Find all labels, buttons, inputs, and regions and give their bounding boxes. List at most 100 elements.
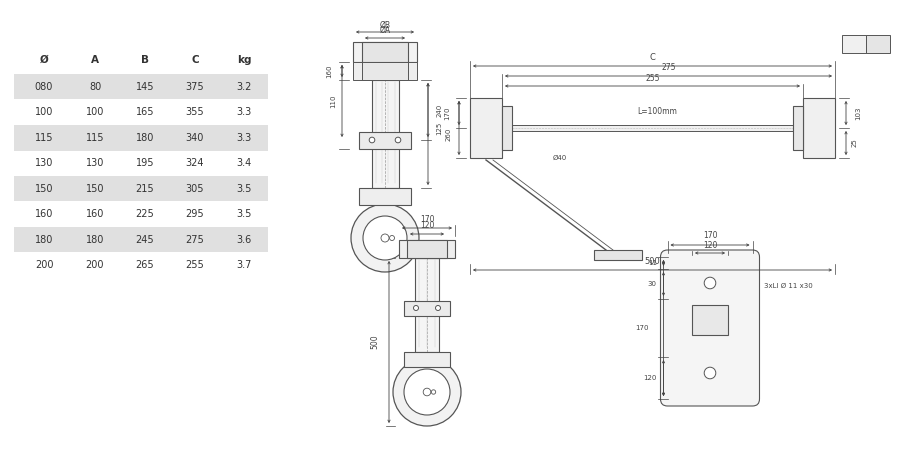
Bar — [692, 305, 728, 335]
Bar — [842, 35, 866, 53]
Text: 305: 305 — [185, 184, 204, 194]
Text: 255: 255 — [645, 74, 660, 83]
Text: 160: 160 — [35, 209, 53, 219]
Text: L=100mm: L=100mm — [637, 108, 678, 117]
Text: 324: 324 — [185, 158, 204, 168]
Text: 120: 120 — [703, 241, 717, 250]
Text: 275: 275 — [662, 63, 676, 72]
Bar — [359, 188, 411, 205]
Text: 170: 170 — [703, 231, 717, 240]
Circle shape — [423, 388, 431, 396]
Text: 165: 165 — [136, 107, 154, 117]
Text: 275: 275 — [185, 235, 204, 245]
Bar — [362, 62, 408, 80]
Text: 3xLI Ø 11 x30: 3xLI Ø 11 x30 — [764, 283, 814, 289]
Bar — [14, 227, 268, 252]
Bar — [470, 98, 502, 158]
Circle shape — [704, 277, 716, 289]
Circle shape — [390, 235, 394, 240]
Text: 30: 30 — [647, 281, 656, 287]
Circle shape — [436, 306, 440, 310]
Text: 150: 150 — [35, 184, 53, 194]
Text: 200: 200 — [86, 260, 104, 270]
Bar — [359, 131, 411, 149]
Text: 3.6: 3.6 — [237, 235, 252, 245]
Text: 25: 25 — [852, 139, 858, 148]
Text: 120: 120 — [643, 375, 656, 381]
Text: 255: 255 — [185, 260, 204, 270]
Text: 500: 500 — [371, 335, 380, 349]
Bar — [399, 240, 455, 258]
Bar — [404, 352, 450, 367]
Bar — [14, 74, 268, 99]
Text: 170: 170 — [634, 325, 648, 331]
Text: 160: 160 — [86, 209, 104, 219]
Text: 3.4: 3.4 — [237, 158, 252, 168]
Text: 160: 160 — [326, 64, 332, 78]
Text: 180: 180 — [86, 235, 104, 245]
Text: 150: 150 — [86, 184, 104, 194]
Text: 170: 170 — [419, 216, 434, 225]
Text: 195: 195 — [136, 158, 154, 168]
Bar — [594, 250, 642, 260]
Text: 180: 180 — [136, 133, 154, 143]
Circle shape — [393, 358, 461, 426]
Text: 130: 130 — [86, 158, 104, 168]
Text: 260: 260 — [446, 127, 452, 141]
Text: C: C — [191, 55, 199, 65]
Bar — [866, 35, 890, 53]
Text: Ø40: Ø40 — [553, 155, 567, 161]
Text: 3.5: 3.5 — [237, 209, 252, 219]
Text: 245: 245 — [136, 235, 154, 245]
Text: A: A — [91, 55, 99, 65]
Circle shape — [413, 306, 418, 310]
Bar — [793, 106, 803, 150]
Text: 355: 355 — [185, 107, 204, 117]
Text: 103: 103 — [855, 106, 861, 120]
Text: 100: 100 — [35, 107, 53, 117]
Text: 215: 215 — [136, 184, 154, 194]
Text: 120: 120 — [419, 221, 434, 230]
Bar — [353, 62, 417, 80]
Bar — [14, 176, 268, 202]
Text: 3.3: 3.3 — [237, 133, 252, 143]
Bar — [404, 301, 450, 315]
Text: ØA: ØA — [380, 26, 391, 35]
Circle shape — [404, 369, 450, 415]
Text: C: C — [650, 53, 655, 62]
Bar — [14, 125, 268, 150]
Bar — [512, 125, 803, 131]
Text: 295: 295 — [185, 209, 204, 219]
Circle shape — [431, 390, 436, 394]
Bar — [353, 42, 417, 62]
Text: 170: 170 — [444, 106, 450, 120]
Text: Ø: Ø — [40, 55, 49, 65]
Bar — [803, 98, 835, 158]
Text: 145: 145 — [136, 82, 154, 92]
Text: 3.5: 3.5 — [237, 184, 252, 194]
Text: B: B — [141, 55, 149, 65]
Text: 180: 180 — [35, 235, 53, 245]
Text: 3.3: 3.3 — [237, 107, 252, 117]
Text: 375: 375 — [185, 82, 204, 92]
Text: 3.7: 3.7 — [237, 260, 252, 270]
Text: 080: 080 — [35, 82, 53, 92]
Text: 225: 225 — [136, 209, 155, 219]
Circle shape — [381, 234, 389, 242]
Text: 115: 115 — [35, 133, 53, 143]
Text: 80: 80 — [89, 82, 101, 92]
Circle shape — [704, 367, 716, 379]
Circle shape — [395, 137, 400, 143]
Text: 200: 200 — [35, 260, 53, 270]
Circle shape — [369, 137, 374, 143]
Text: 11: 11 — [648, 260, 657, 266]
Bar — [362, 42, 408, 62]
Text: 130: 130 — [35, 158, 53, 168]
Text: kg: kg — [237, 55, 251, 65]
Bar — [502, 106, 512, 150]
FancyBboxPatch shape — [661, 250, 760, 406]
Text: 100: 100 — [86, 107, 104, 117]
Text: 265: 265 — [136, 260, 154, 270]
Text: 125: 125 — [436, 122, 442, 135]
Bar — [415, 258, 439, 352]
